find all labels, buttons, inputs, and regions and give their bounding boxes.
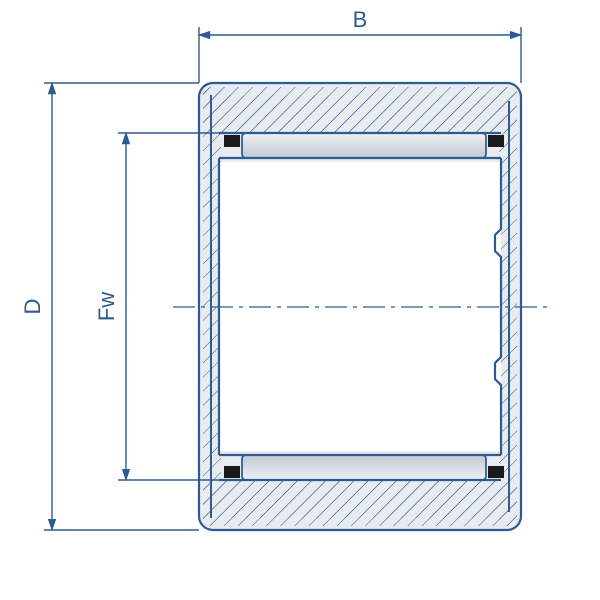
cage-block bbox=[224, 135, 240, 147]
dim-d-label: D bbox=[20, 299, 45, 315]
roller-top bbox=[242, 133, 486, 158]
dim-fw-label: Fw bbox=[94, 292, 119, 321]
cage-block bbox=[224, 466, 240, 478]
top-ring-band bbox=[219, 95, 501, 133]
roller-bottom bbox=[242, 455, 486, 480]
bottom-ring-band bbox=[219, 480, 501, 518]
cage-block bbox=[488, 466, 504, 478]
cage-block bbox=[488, 135, 504, 147]
bearing-cross-section-diagram: B D Fw bbox=[0, 0, 600, 600]
dim-b-label: B bbox=[353, 7, 368, 32]
